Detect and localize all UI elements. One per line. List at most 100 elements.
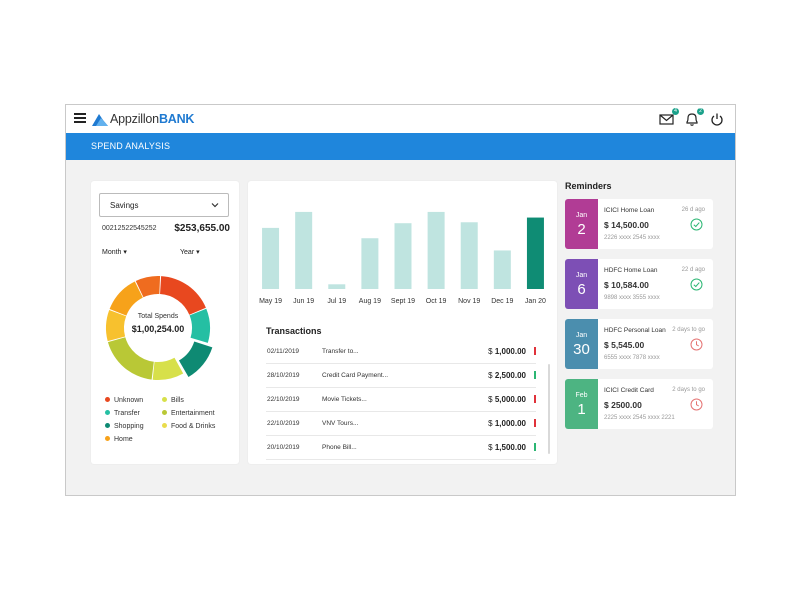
transaction-description: Transfer to...	[322, 348, 359, 355]
bar-nov-19[interactable]	[460, 222, 478, 289]
x-tick-label: Jan 20	[525, 298, 546, 305]
legend-swatch	[162, 397, 167, 402]
x-tick-label: Aug 19	[359, 298, 381, 305]
reminder-date-block: Jan 6	[565, 259, 598, 309]
transaction-row[interactable]: 22/10/2019 VNV Tours... $ 1,000.00	[266, 412, 536, 436]
bar-sept-19[interactable]	[394, 223, 412, 289]
month-filter[interactable]: Month ▾	[102, 249, 127, 256]
reminder-day: 2	[577, 221, 586, 238]
legend-label: Shopping	[114, 423, 144, 430]
reminder-card[interactable]: Jan 30 HDFC Personal Loan 2 days to go $…	[565, 319, 713, 369]
reminder-account: 2225 xxxx 2545 xxxx 2221	[604, 415, 675, 421]
amount-value: 1,500.00	[494, 443, 526, 452]
donut-slice-transfer[interactable]	[189, 308, 210, 343]
legend-item: Entertainment	[162, 410, 215, 417]
reminder-due: 2 days to go	[672, 387, 705, 393]
transaction-row[interactable]: 20/10/2019 Phone Bill... $ 1,500.00	[266, 436, 536, 460]
reminder-month: Jan	[575, 272, 588, 279]
monthly-spend-bar-chart: May 19 Jun 19 Jul 19 Aug 19 Sept 19 Oct 19 Nov…	[259, 211, 546, 305]
legend-item: Bills	[162, 397, 184, 404]
legend-swatch	[105, 436, 110, 441]
amount-value: 5,000.00	[494, 395, 526, 404]
legend-item: Food & Drinks	[162, 423, 215, 430]
transaction-description: Movie Tickets...	[322, 396, 367, 403]
reminder-account: 6555 xxxx 7878 xxxx	[604, 355, 660, 361]
bell-icon[interactable]: 2	[684, 108, 704, 127]
reminder-amount: $ 2500.00	[604, 400, 642, 410]
reminder-due: 2 days to go	[672, 327, 705, 333]
transaction-description: Phone Bill...	[322, 444, 357, 451]
transaction-amount: $ 1,000.00	[488, 419, 526, 428]
reminder-month: Jan	[575, 332, 588, 339]
reminder-amount: $ 14,500.00	[604, 220, 649, 230]
bar-dec-19[interactable]	[493, 250, 511, 289]
logo-text-regular: Appzillon	[110, 112, 159, 126]
mail-icon[interactable]: 4	[659, 108, 679, 127]
transaction-date: 22/10/2019	[267, 420, 300, 427]
x-tick-label: Nov 19	[458, 298, 480, 305]
logo-text-bold: BANK	[158, 112, 195, 126]
x-tick-label: Dec 19	[491, 298, 513, 305]
transaction-type-indicator	[534, 347, 536, 355]
transactions-scrollbar[interactable]	[548, 364, 550, 454]
reminder-name: HDFC Home Loan	[604, 267, 658, 274]
currency-symbol: $	[488, 371, 493, 380]
account-balance: $253,655.00	[174, 223, 230, 234]
bar-jul-19[interactable]	[328, 284, 346, 289]
bar-jan-20[interactable]	[526, 217, 544, 289]
donut-slice-entertainment[interactable]	[107, 337, 154, 380]
donut-slice-unknown-2[interactable]	[135, 276, 161, 298]
reminder-day: 6	[577, 281, 586, 298]
legend-label: Food & Drinks	[171, 423, 216, 430]
app-logo: AppzillonBANK	[92, 111, 194, 127]
transaction-type-indicator	[534, 443, 536, 451]
legend-swatch	[105, 397, 110, 402]
currency-symbol: $	[488, 443, 493, 452]
spend-donut-chart[interactable]	[103, 273, 213, 383]
spend-summary-card: Savings 00212522545252 $253,655.00 Month…	[91, 181, 239, 464]
transaction-amount: $ 2,500.00	[488, 371, 526, 380]
transaction-row[interactable]: 02/11/2019 Transfer to... $ 1,000.00	[266, 340, 536, 364]
amount-value: 1,000.00	[494, 419, 526, 428]
account-type-select[interactable]: Savings	[99, 193, 229, 217]
bar-aug-19[interactable]	[361, 238, 379, 289]
transaction-row[interactable]: 28/10/2019 Credit Card Payment... $ 2,50…	[266, 364, 536, 388]
transaction-description: VNV Tours...	[322, 420, 359, 427]
menu-icon[interactable]	[74, 113, 86, 123]
transaction-type-indicator	[534, 395, 536, 403]
reminder-card[interactable]: Feb 1 ICICI Credit Card 2 days to go $ 2…	[565, 379, 713, 429]
transaction-row[interactable]: 22/10/2019 Movie Tickets... $ 5,000.00	[266, 388, 536, 412]
donut-slice-shopping[interactable]	[106, 309, 127, 342]
currency-symbol: $	[488, 347, 493, 356]
reminder-card[interactable]: Jan 2 ICICI Home Loan 26 d ago $ 14,500.…	[565, 199, 713, 249]
x-tick-label: Jul 19	[327, 298, 346, 305]
legend-item: Home	[105, 436, 133, 443]
logo-mountain-icon	[92, 113, 108, 126]
donut-slice-home[interactable]	[109, 281, 143, 316]
legend-swatch	[162, 423, 167, 428]
reminder-due: 22 d ago	[681, 267, 705, 273]
currency-symbol: $	[488, 419, 493, 428]
donut-slice-unknown[interactable]	[160, 276, 206, 315]
bar-jun-19[interactable]	[295, 211, 313, 289]
currency-symbol: $	[488, 395, 493, 404]
transaction-date: 02/11/2019	[267, 348, 300, 355]
logo-text: AppzillonBANK	[110, 112, 194, 126]
account-type-value: Savings	[110, 201, 139, 210]
amount-value: 2,500.00	[494, 371, 526, 380]
legend-swatch	[162, 410, 167, 415]
monthly-spend-card: May 19 Jun 19 Jul 19 Aug 19 Sept 19 Oct 19 Nov…	[248, 181, 557, 464]
legend-item: Transfer	[105, 410, 140, 417]
reminder-due: 26 d ago	[681, 207, 705, 213]
bar-oct-19[interactable]	[427, 211, 445, 289]
donut-slice-food-drinks[interactable]	[178, 341, 213, 377]
x-tick-label: Oct 19	[426, 298, 447, 305]
power-icon[interactable]	[709, 111, 725, 127]
year-filter[interactable]: Year ▾	[180, 249, 200, 256]
check-circle-icon	[690, 218, 703, 231]
total-spends-value: $1,00,254.00	[131, 324, 185, 334]
reminder-amount: $ 10,584.00	[604, 280, 649, 290]
donut-slice-bills[interactable]	[152, 357, 184, 380]
reminder-card[interactable]: Jan 6 HDFC Home Loan 22 d ago $ 10,584.0…	[565, 259, 713, 309]
bar-may-19[interactable]	[262, 227, 280, 289]
